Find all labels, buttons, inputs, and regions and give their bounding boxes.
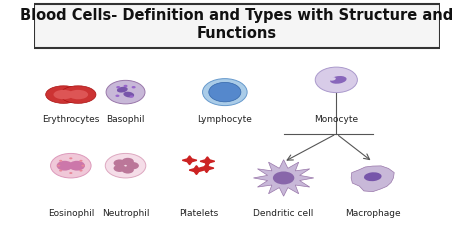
Circle shape	[51, 154, 91, 178]
Circle shape	[209, 82, 241, 102]
Circle shape	[124, 85, 128, 87]
FancyBboxPatch shape	[34, 4, 440, 48]
Ellipse shape	[364, 172, 382, 181]
Ellipse shape	[60, 86, 96, 103]
Polygon shape	[351, 166, 394, 192]
Text: Erythrocytes: Erythrocytes	[42, 115, 100, 124]
Text: Neutrophil: Neutrophil	[102, 209, 149, 217]
Circle shape	[129, 95, 134, 98]
Circle shape	[114, 165, 126, 172]
Text: Basophil: Basophil	[106, 115, 145, 124]
Circle shape	[69, 161, 85, 171]
Polygon shape	[254, 160, 314, 196]
Circle shape	[79, 170, 82, 172]
Polygon shape	[200, 157, 215, 166]
Circle shape	[106, 80, 145, 104]
Text: Lymphocyte: Lymphocyte	[197, 115, 252, 124]
Text: Eosinophil: Eosinophil	[47, 209, 94, 217]
Circle shape	[69, 172, 73, 174]
Circle shape	[132, 86, 136, 89]
Circle shape	[116, 86, 120, 89]
Ellipse shape	[46, 86, 82, 103]
Text: Monocyte: Monocyte	[314, 115, 358, 124]
Text: Blood Cells- Definition and Types with Structure and Functions: Blood Cells- Definition and Types with S…	[20, 8, 454, 41]
Text: Dendritic cell: Dendritic cell	[254, 209, 314, 217]
Circle shape	[69, 157, 73, 159]
Polygon shape	[182, 156, 197, 165]
Text: Macrophage: Macrophage	[345, 209, 401, 217]
Circle shape	[115, 94, 119, 97]
Circle shape	[79, 160, 82, 162]
Ellipse shape	[330, 76, 346, 84]
Circle shape	[127, 162, 139, 169]
Ellipse shape	[117, 87, 128, 93]
Circle shape	[56, 161, 73, 171]
Circle shape	[59, 170, 62, 172]
Ellipse shape	[68, 90, 88, 99]
Circle shape	[57, 165, 60, 167]
Circle shape	[122, 158, 134, 165]
Ellipse shape	[328, 77, 336, 81]
Polygon shape	[189, 166, 204, 175]
Polygon shape	[199, 164, 214, 173]
Circle shape	[59, 160, 62, 162]
Circle shape	[315, 67, 357, 93]
Circle shape	[273, 171, 294, 185]
Ellipse shape	[54, 90, 73, 99]
Circle shape	[82, 165, 84, 167]
Ellipse shape	[123, 92, 134, 97]
Text: Platelets: Platelets	[179, 209, 218, 217]
Circle shape	[122, 166, 134, 174]
Circle shape	[114, 159, 126, 167]
Circle shape	[202, 79, 247, 106]
Circle shape	[105, 154, 146, 178]
